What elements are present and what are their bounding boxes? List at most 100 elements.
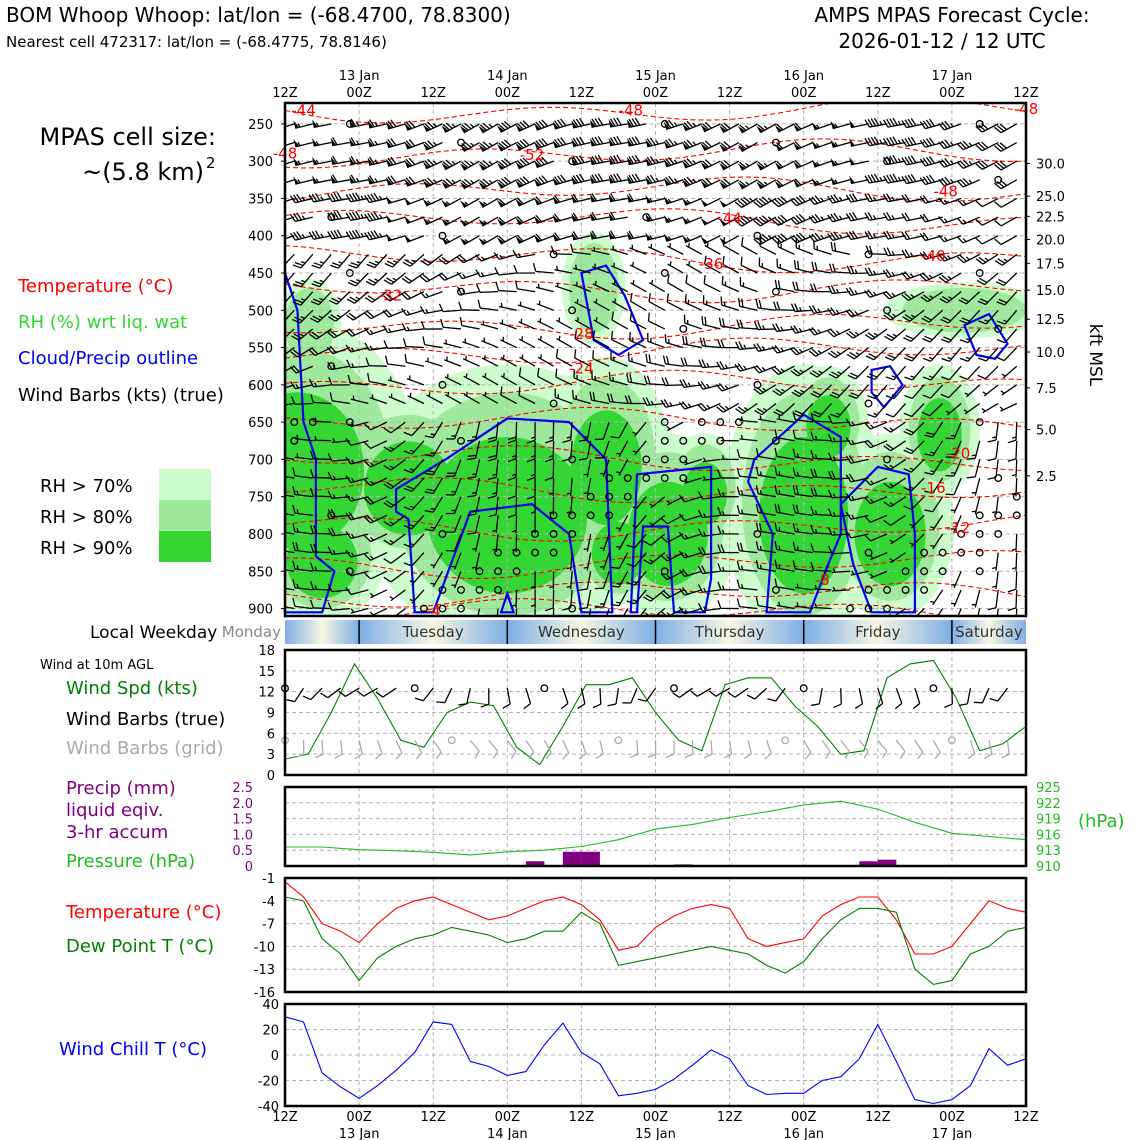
wind-barb bbox=[496, 216, 517, 227]
barb-full bbox=[907, 137, 914, 146]
barb-full bbox=[427, 140, 435, 148]
barb-full bbox=[720, 339, 725, 348]
barb-half bbox=[378, 195, 383, 200]
wind-barb bbox=[537, 335, 554, 349]
barb-full bbox=[903, 412, 912, 418]
barb-half bbox=[814, 454, 818, 459]
barb-full bbox=[755, 364, 763, 373]
wind-barb bbox=[996, 608, 999, 616]
wind-barb bbox=[792, 560, 814, 572]
barb-full bbox=[919, 139, 926, 148]
barb-full bbox=[375, 753, 383, 760]
rh80-area bbox=[285, 287, 335, 363]
barb-full bbox=[790, 217, 797, 225]
panel-frame bbox=[283, 1002, 1028, 1108]
calm-circle bbox=[586, 511, 595, 520]
calm-circle bbox=[771, 436, 780, 445]
barb-half bbox=[279, 583, 280, 587]
barb-full bbox=[664, 377, 670, 386]
barb-full bbox=[275, 234, 280, 241]
barb-full bbox=[718, 382, 726, 391]
barb-full bbox=[808, 328, 816, 336]
wind-barb bbox=[736, 579, 758, 591]
wind-barb bbox=[345, 418, 354, 427]
barb-full bbox=[867, 395, 876, 400]
calm-circle bbox=[1012, 492, 1021, 501]
barb-full bbox=[309, 317, 319, 323]
panel-frame bbox=[283, 101, 1028, 618]
barb-pennant bbox=[515, 198, 523, 206]
barb-full bbox=[309, 469, 314, 478]
barb-full bbox=[719, 361, 725, 370]
barb-full bbox=[790, 370, 799, 377]
calm-circle bbox=[494, 548, 502, 557]
barb-full bbox=[873, 136, 880, 145]
barb-staff bbox=[981, 235, 999, 245]
wind-barb bbox=[608, 154, 628, 165]
barb-full bbox=[922, 139, 929, 147]
barb-half bbox=[838, 196, 843, 202]
wind-barb bbox=[463, 391, 480, 405]
barb-staff bbox=[425, 160, 443, 170]
calm-circle bbox=[586, 492, 595, 501]
wind-barb bbox=[996, 328, 1018, 344]
wind-barb bbox=[441, 178, 462, 189]
calm-circle bbox=[957, 530, 966, 538]
barb-full bbox=[811, 214, 819, 223]
barb-pennant bbox=[441, 162, 449, 170]
barb-full bbox=[771, 368, 779, 375]
barb-half bbox=[301, 215, 306, 220]
wind-barb bbox=[388, 393, 406, 405]
barb-half bbox=[767, 235, 772, 239]
barb-full bbox=[987, 458, 997, 462]
wind-barb bbox=[554, 265, 573, 274]
barb-pennant bbox=[590, 212, 596, 221]
wind-barb bbox=[663, 233, 684, 242]
wind-barb bbox=[883, 514, 906, 526]
wind-barb bbox=[608, 193, 628, 203]
barb-full bbox=[827, 433, 833, 443]
wind-barb bbox=[753, 384, 777, 395]
wind-barb bbox=[808, 195, 832, 205]
barb-full bbox=[686, 176, 694, 184]
wind-barb bbox=[610, 262, 628, 274]
wind-barb bbox=[492, 533, 499, 552]
wind-barb bbox=[407, 392, 425, 405]
barb-full bbox=[919, 195, 926, 204]
barb-full bbox=[327, 602, 333, 611]
barb-full bbox=[516, 197, 524, 205]
wind-barb bbox=[309, 525, 332, 535]
wind-barb bbox=[889, 552, 906, 564]
barb-pennant bbox=[459, 219, 468, 227]
barb-staff bbox=[586, 571, 592, 590]
barb-full bbox=[734, 220, 743, 227]
wind-barb bbox=[289, 231, 313, 241]
barb-half bbox=[632, 450, 637, 453]
y-tick-label: 850 bbox=[248, 565, 273, 580]
wind-barb bbox=[827, 231, 851, 242]
wind-barb bbox=[309, 450, 332, 461]
barb-pennant bbox=[737, 125, 746, 133]
barb-full bbox=[313, 280, 322, 285]
wind-barb bbox=[827, 347, 851, 359]
wind-barb bbox=[902, 309, 925, 322]
wind-barb bbox=[920, 291, 944, 303]
barb-full bbox=[809, 283, 815, 292]
barb-full bbox=[442, 123, 450, 131]
wind-barb bbox=[422, 336, 443, 349]
barb-half bbox=[869, 573, 874, 578]
wind-barb bbox=[795, 583, 814, 591]
wind-barb bbox=[930, 514, 944, 531]
barb-half bbox=[796, 527, 799, 533]
barb-staff bbox=[480, 307, 499, 311]
barb-full bbox=[941, 376, 950, 381]
barb-full bbox=[345, 344, 352, 353]
wind-barb bbox=[758, 415, 777, 423]
barb-full bbox=[864, 441, 871, 449]
barb-full bbox=[387, 139, 394, 147]
barb-full bbox=[384, 262, 393, 268]
wind-barb bbox=[446, 477, 462, 496]
barb-staff bbox=[936, 608, 944, 616]
barb-full bbox=[336, 210, 343, 219]
barb-half bbox=[759, 415, 762, 420]
